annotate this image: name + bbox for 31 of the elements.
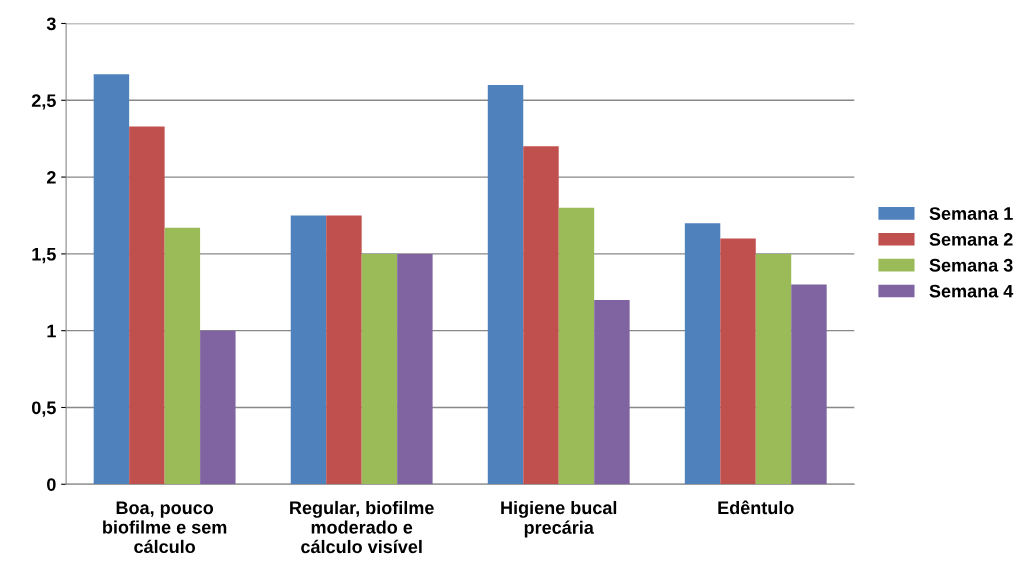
bar [558,207,595,485]
bar [397,253,433,485]
y-tick-label: 3 [46,17,56,31]
bar [93,74,130,485]
bar [361,253,398,485]
legend-label: Semana 3 [929,258,1013,272]
bar [684,223,721,485]
y-tick-label: 1 [47,324,56,338]
bar [523,146,559,485]
y-tick-label: 0 [47,478,56,491]
x-tick-label: Higiene bucal precária [501,500,617,538]
y-tick-label: 1,5 [32,248,56,264]
y-tick-label: 2 [46,171,56,184]
legend-label: Semana 1 [929,207,1013,220]
legend-label: Semana 2 [929,233,1013,246]
y-tick-label: 0,5 [32,401,56,417]
bar [290,215,327,485]
bar [594,299,630,485]
x-tick-label: Regular, biofilme moderado e cálculo visível [290,500,434,554]
x-tick-label: Edêntulo [718,500,794,515]
bar [755,253,792,485]
legend-label: Semana 4 [929,284,1014,298]
bar [129,126,165,485]
x-tick-label: Boa, pouco biofilme e sem cálculo [103,501,227,554]
y-tick-label: 2,5 [31,94,56,110]
bar [326,215,362,485]
bar [487,84,524,485]
bar [164,227,201,485]
bar [791,284,827,485]
bar [200,330,236,485]
bar [720,238,756,485]
